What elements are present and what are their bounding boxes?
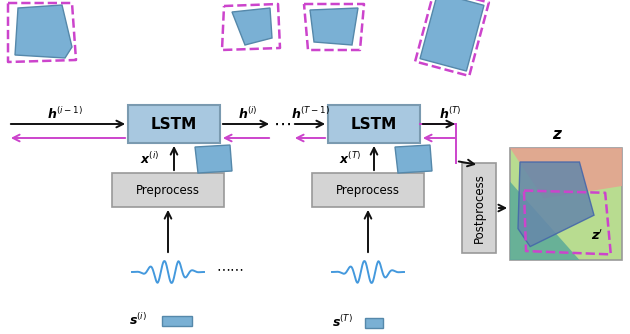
Polygon shape bbox=[365, 318, 383, 328]
FancyBboxPatch shape bbox=[510, 148, 622, 260]
FancyBboxPatch shape bbox=[112, 173, 224, 207]
Polygon shape bbox=[395, 145, 432, 173]
Text: LSTM: LSTM bbox=[151, 117, 197, 132]
Text: $\cdots$: $\cdots$ bbox=[273, 115, 291, 133]
Polygon shape bbox=[232, 8, 272, 45]
Text: $\boldsymbol{h}^{(T-1)}$: $\boldsymbol{h}^{(T-1)}$ bbox=[290, 106, 329, 122]
Text: $\boldsymbol{x}^{(T)}$: $\boldsymbol{x}^{(T)}$ bbox=[339, 151, 361, 167]
Text: LSTM: LSTM bbox=[351, 117, 397, 132]
Polygon shape bbox=[510, 182, 580, 260]
Text: $\cdots\cdots$: $\cdots\cdots$ bbox=[216, 261, 244, 275]
FancyBboxPatch shape bbox=[128, 105, 220, 143]
Polygon shape bbox=[518, 162, 594, 246]
Text: $\boldsymbol{z}$: $\boldsymbol{z}$ bbox=[551, 127, 563, 142]
Text: $\boldsymbol{h}^{(i-1)}$: $\boldsymbol{h}^{(i-1)}$ bbox=[47, 106, 83, 122]
FancyBboxPatch shape bbox=[328, 105, 420, 143]
Text: Postprocess: Postprocess bbox=[472, 173, 486, 243]
Text: $\boldsymbol{x}^{(i)}$: $\boldsymbol{x}^{(i)}$ bbox=[140, 151, 159, 167]
Polygon shape bbox=[15, 5, 72, 58]
Polygon shape bbox=[310, 8, 358, 45]
Text: Preprocess: Preprocess bbox=[336, 183, 400, 196]
Text: $\boldsymbol{s}^{(T)}$: $\boldsymbol{s}^{(T)}$ bbox=[333, 314, 353, 330]
FancyBboxPatch shape bbox=[462, 163, 496, 253]
Text: $\boldsymbol{h}^{(i)}$: $\boldsymbol{h}^{(i)}$ bbox=[238, 106, 258, 122]
Polygon shape bbox=[195, 145, 232, 173]
Text: $\boldsymbol{h}^{(T)}$: $\boldsymbol{h}^{(T)}$ bbox=[438, 106, 461, 122]
FancyBboxPatch shape bbox=[312, 173, 424, 207]
Polygon shape bbox=[162, 316, 192, 326]
Text: $\boldsymbol{s}^{(i)}$: $\boldsymbol{s}^{(i)}$ bbox=[129, 312, 147, 328]
Text: $\boldsymbol{z}'$: $\boldsymbol{z}'$ bbox=[591, 228, 604, 242]
Text: Preprocess: Preprocess bbox=[136, 183, 200, 196]
Polygon shape bbox=[420, 0, 484, 71]
Polygon shape bbox=[510, 148, 622, 198]
